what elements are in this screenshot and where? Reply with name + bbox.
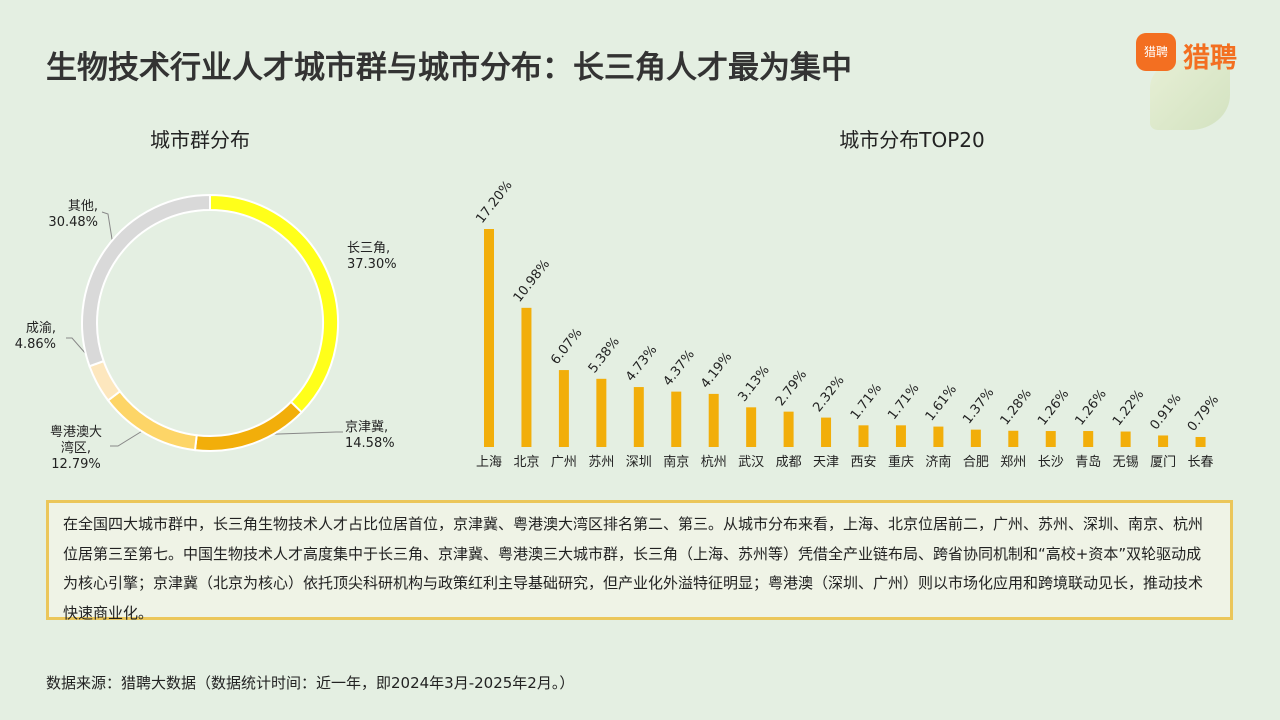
x-tick-label: 长沙 [1038, 455, 1064, 470]
bar [821, 417, 832, 447]
data-label: 3.13% [735, 363, 772, 405]
data-label: 2.79% [773, 367, 810, 409]
data-label: 1.26% [1073, 387, 1110, 429]
pie-label-category: 长三角, [347, 241, 391, 256]
data-label: 1.71% [848, 381, 885, 423]
bar [671, 391, 682, 447]
pie-label-category: 成渝, [25, 321, 56, 336]
logo-icon: 猎聘 [1136, 33, 1176, 71]
data-label: 1.28% [998, 386, 1035, 428]
x-tick-label: 苏州 [588, 454, 614, 470]
x-tick-label: 广州 [551, 455, 577, 470]
donut-slice [81, 193, 211, 368]
pie-label: 长三角, 37.30% [347, 241, 397, 273]
pie-label-value: 14.58% [345, 436, 395, 451]
data-label: 1.26% [1035, 387, 1072, 429]
data-label: 1.22% [1110, 387, 1147, 429]
bar [633, 387, 644, 447]
x-tick-label: 西安 [850, 455, 876, 470]
bar [1008, 430, 1019, 447]
x-tick-label: 合肥 [963, 455, 989, 470]
bar [783, 411, 794, 447]
bar [1195, 436, 1206, 447]
chart-title: 城市群分布 [150, 128, 250, 152]
x-tick-label: 武汉 [738, 455, 764, 470]
x-tick-label: 上海 [476, 455, 502, 470]
pie-label-category: 京津冀, [345, 420, 389, 435]
x-tick-label: 长春 [1188, 455, 1214, 470]
data-label: 10.98% [511, 257, 553, 305]
data-label: 0.91% [1147, 391, 1184, 433]
data-label: 1.37% [960, 385, 997, 427]
pie-label-category: 粤港澳大湾区, [49, 425, 102, 456]
data-label: 1.61% [923, 382, 960, 424]
source-note: 数据来源：猎聘大数据（数据统计时间：近一年，即2024年3月-2025年2月。） [46, 674, 575, 692]
pie-label-value: 12.79% [51, 457, 101, 472]
x-tick-label: 无锡 [1113, 455, 1139, 470]
x-tick-label: 天津 [813, 455, 839, 470]
chart-title: 城市分布TOP20 [839, 128, 985, 152]
donut-slice [106, 389, 198, 452]
data-label: 1.71% [885, 381, 922, 423]
slide-title: 生物技术行业人才城市群与城市分布：长三角人才最为集中 [46, 50, 852, 86]
x-tick-label: 重庆 [888, 454, 914, 470]
pie-label: 京津冀, 14.58% [345, 420, 395, 452]
bar [558, 370, 569, 447]
bar [708, 393, 719, 447]
bar [521, 307, 532, 447]
donut-slice [209, 193, 339, 414]
x-tick-label: 成都 [776, 455, 802, 470]
x-tick-label: 北京 [513, 455, 539, 470]
donut-slice [88, 359, 122, 402]
logo-decoration [1150, 60, 1230, 130]
bar [933, 426, 944, 447]
logo-text: 猎聘 [1183, 43, 1237, 74]
data-label: 4.19% [698, 350, 735, 392]
bar [1045, 431, 1056, 447]
bar [1083, 431, 1094, 447]
x-tick-label: 厦门 [1150, 455, 1176, 470]
x-tick-label: 杭州 [701, 455, 727, 470]
bar [1158, 435, 1169, 447]
data-label: 6.07% [548, 326, 585, 368]
x-tick-label: 深圳 [626, 455, 652, 470]
data-label: 5.38% [586, 334, 623, 376]
data-label: 17.20% [473, 178, 515, 226]
data-label: 4.73% [623, 343, 660, 385]
leader-line [249, 431, 343, 436]
pie-label: 成渝, 4.86% [15, 321, 56, 353]
bar [970, 429, 981, 447]
leader-line [110, 424, 153, 447]
bar [895, 425, 906, 447]
bar [858, 425, 869, 447]
bar [596, 378, 607, 447]
bar [484, 229, 494, 447]
bar [746, 407, 757, 447]
x-tick-label: 济南 [925, 454, 951, 470]
donut-slice [193, 400, 304, 452]
pie-label: 粤港澳大湾区, 12.79% [45, 425, 107, 473]
charts: 17.20% 上海 10.98% 北京 6.07% 广州 5.38% 苏州 4.73% 深圳 4.3… [66, 178, 1222, 470]
data-label: 0.79% [1185, 393, 1222, 435]
summary-box: 在全国四大城市群中，长三角生物技术人才占比位居首位，京津冀、粤港澳大湾区排名第二… [46, 500, 1233, 622]
x-tick-label: 青岛 [1075, 454, 1101, 470]
pie-label-value: 37.30% [347, 257, 397, 272]
x-tick-label: 郑州 [1000, 455, 1026, 470]
pie-label: 其他, 30.48% [48, 199, 98, 231]
bar [1120, 431, 1131, 447]
data-label: 4.37% [661, 347, 698, 389]
data-label: 2.32% [810, 373, 847, 415]
x-tick-label: 南京 [663, 454, 689, 470]
pie-label-value: 4.86% [14, 337, 56, 352]
pie-label-value: 30.48% [48, 215, 98, 230]
pie-label-category: 其他, [67, 199, 98, 214]
